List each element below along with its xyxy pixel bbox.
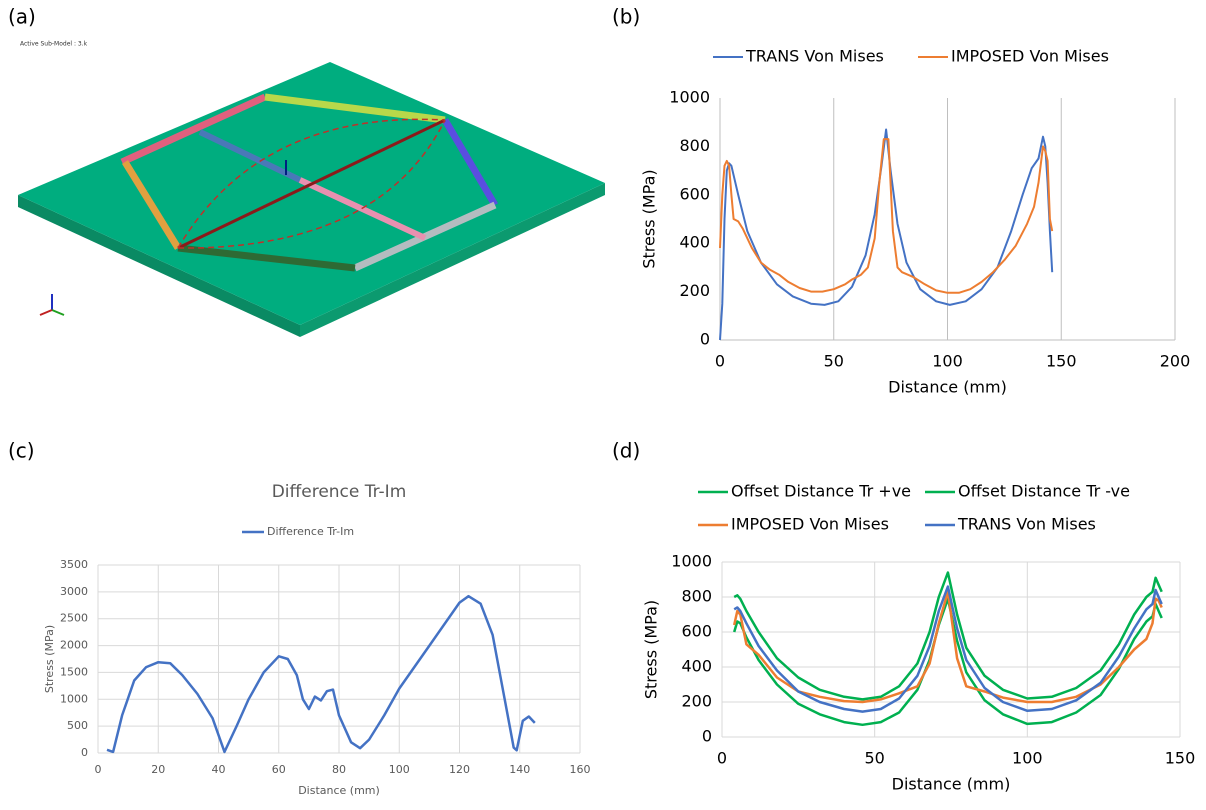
- y-axis-title: Stress (MPa): [642, 600, 661, 699]
- legend-label: TRANS Von Mises: [745, 47, 884, 66]
- x-tick-label: 80: [332, 763, 346, 776]
- y-tick-label: 1000: [671, 552, 712, 571]
- panel-label: (d): [612, 439, 640, 463]
- x-axis-title: Distance (mm): [298, 784, 380, 797]
- legend-label: IMPOSED Von Mises: [731, 515, 889, 534]
- panel-label: (c): [8, 439, 35, 463]
- model-render: [18, 62, 605, 337]
- y-axis-title: Stress (MPa): [640, 169, 659, 268]
- y-tick-label: 400: [679, 233, 710, 252]
- legend-label: Offset Distance Tr +ve: [731, 482, 911, 501]
- series-line: [107, 596, 535, 752]
- y-tick-label: 1000: [669, 88, 710, 107]
- figure: (a) (b) (c) (d) Active Sub-Model : 3.k 0…: [0, 0, 1206, 806]
- y-tick-label: 2500: [60, 612, 88, 625]
- x-axis-title: Distance (mm): [892, 775, 1011, 794]
- x-tick-label: 200: [1160, 352, 1191, 371]
- x-tick-label: 150: [1165, 749, 1196, 768]
- y-tick-label: 1000: [60, 692, 88, 705]
- legend-label: Offset Distance Tr -ve: [958, 482, 1130, 501]
- y-tick-label: 800: [679, 136, 710, 155]
- x-tick-label: 0: [717, 749, 727, 768]
- x-tick-label: 40: [212, 763, 226, 776]
- panel-label: (a): [8, 5, 36, 29]
- x-tick-label: 140: [509, 763, 530, 776]
- series-line: [734, 599, 1161, 725]
- panel-label: (b): [612, 5, 640, 29]
- series-line: [720, 139, 1052, 293]
- y-tick-label: 3000: [60, 585, 88, 598]
- legend-label: TRANS Von Mises: [957, 515, 1096, 534]
- y-tick-label: 500: [67, 719, 88, 732]
- x-tick-label: 160: [570, 763, 591, 776]
- x-tick-label: 20: [151, 763, 165, 776]
- x-tick-label: 50: [864, 749, 884, 768]
- model-caption: Active Sub-Model : 3.k: [20, 41, 88, 48]
- y-tick-label: 600: [679, 184, 710, 203]
- x-tick-label: 0: [715, 352, 725, 371]
- y-tick-label: 0: [702, 727, 712, 746]
- y-axis-title: Stress (MPa): [43, 625, 56, 693]
- y-tick-label: 1500: [60, 665, 88, 678]
- x-tick-label: 120: [449, 763, 470, 776]
- x-tick-label: 60: [272, 763, 286, 776]
- y-tick-label: 200: [681, 692, 712, 711]
- y-tick-label: 600: [681, 622, 712, 641]
- series-line: [734, 587, 1161, 712]
- legend-label: Difference Tr-Im: [267, 525, 354, 538]
- x-tick-label: 50: [824, 352, 844, 371]
- x-tick-label: 0: [95, 763, 102, 776]
- y-tick-label: 2000: [60, 639, 88, 652]
- x-tick-label: 100: [932, 352, 963, 371]
- chart-title: Difference Tr-Im: [272, 482, 407, 502]
- x-tick-label: 100: [1012, 749, 1043, 768]
- y-tick-label: 3500: [60, 558, 88, 571]
- x-tick-label: 100: [389, 763, 410, 776]
- y-tick-label: 0: [81, 746, 88, 759]
- y-tick-label: 800: [681, 587, 712, 606]
- y-tick-label: 200: [679, 281, 710, 300]
- series-line: [720, 130, 1052, 341]
- x-tick-label: 150: [1046, 352, 1077, 371]
- legend-label: IMPOSED Von Mises: [951, 47, 1109, 66]
- x-axis-title: Distance (mm): [888, 378, 1007, 397]
- y-tick-label: 0: [700, 330, 710, 349]
- y-tick-label: 400: [681, 657, 712, 676]
